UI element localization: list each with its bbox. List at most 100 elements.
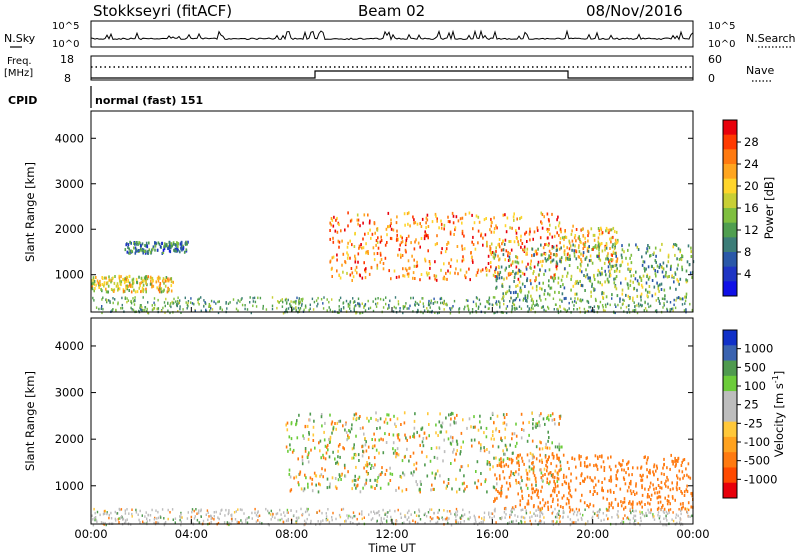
heatmap-cell [577,518,579,522]
heatmap-cell [149,250,152,254]
heatmap-cell [358,302,360,305]
heatmap-cell [552,473,554,477]
heatmap-cell [676,278,678,282]
heatmap-cell [662,466,664,470]
heatmap-cell [399,307,401,310]
heatmap-cell [112,301,114,305]
heatmap-cell [685,292,688,296]
heatmap-cell [91,285,93,289]
heatmap-cell [498,300,500,303]
heatmap-cell [539,268,541,272]
heatmap-cell [486,448,488,451]
heatmap-cell [193,517,196,520]
heatmap-cell [575,239,577,243]
heatmap-cell [427,225,430,228]
heatmap-cell [569,493,572,497]
heatmap-cell [515,265,518,269]
heatmap-cell [621,292,624,296]
heatmap-cell [478,521,481,525]
heatmap-cell [127,243,130,247]
heatmap-cell [167,508,169,512]
heatmap-cell [476,297,478,300]
heatmap-cell [227,302,230,305]
heatmap-cell [428,260,431,263]
heatmap-cell [661,297,664,300]
heatmap-cell [559,257,561,261]
heatmap-cell [676,257,678,261]
heatmap-cell [495,456,497,460]
heatmap-cell [102,296,104,299]
heatmap-cell [502,458,505,462]
heatmap-cell [374,512,376,515]
heatmap-cell [349,301,351,304]
heatmap-cell [93,299,95,302]
heatmap-cell [309,412,312,416]
heatmap-cell [488,511,490,514]
heatmap-cell [533,512,535,516]
heatmap-cell [494,253,497,257]
heatmap-cell [488,513,490,516]
heatmap-cell [186,307,188,310]
heatmap-cell [665,484,667,488]
heatmap-cell [372,309,375,313]
heatmap-cell [461,247,464,251]
heatmap-cell [436,217,438,221]
heatmap-cell [674,253,676,257]
heatmap-cell [515,470,517,474]
heatmap-cell [413,218,415,222]
heatmap-cell [502,248,505,252]
heatmap-cell [400,516,402,519]
heatmap-cell [362,246,365,250]
heatmap-cell [627,517,630,521]
heatmap-cell [536,422,539,426]
heatmap-cell [432,302,435,305]
heatmap-cell [519,286,522,290]
heatmap-cell [443,509,445,512]
heatmap-cell [130,301,133,305]
heatmap-cell [663,302,665,305]
heatmap-cell [158,287,161,291]
heatmap-cell [108,513,110,517]
heatmap-cell [598,510,601,514]
heatmap-cell [650,493,653,497]
heatmap-cell [343,463,346,467]
heatmap-cell [405,436,407,440]
heatmap-cell [386,413,388,417]
heatmap-cell [489,463,491,467]
heatmap-cell [636,466,639,470]
heatmap-cell [440,251,443,255]
heatmap-cell [626,517,628,520]
velocity-colorbar-label: -100 [744,435,770,449]
heatmap-cell [657,284,660,288]
heatmap-cell [535,252,538,256]
heatmap-cell [669,286,671,290]
heatmap-cell [524,232,526,236]
heatmap-cell [375,302,377,306]
heatmap-cell [390,227,393,231]
heatmap-cell [345,430,348,434]
heatmap-cell [635,491,638,495]
heatmap-cell [344,260,346,264]
heatmap-cell [456,510,459,513]
heatmap-cell [349,515,352,519]
heatmap-cell [659,283,661,287]
heatmap-cell [412,434,414,438]
heatmap-cell [519,217,521,221]
heatmap-cell [683,458,686,461]
heatmap-cell [370,467,372,470]
heatmap-cell [347,470,349,474]
heatmap-cell [417,241,420,245]
heatmap-cell [548,254,550,258]
heatmap-cell [616,257,619,261]
heatmap-cell [353,305,356,308]
heatmap-cell [455,215,458,219]
heatmap-cell [489,515,491,519]
heatmap-cell [614,285,616,289]
heatmap-cell [117,301,119,304]
heatmap-cell [579,461,582,465]
heatmap-cell [340,307,342,311]
heatmap-cell [613,247,616,251]
heatmap-cell [541,221,543,225]
heatmap-cell [547,229,549,233]
heatmap-cell [598,257,600,261]
